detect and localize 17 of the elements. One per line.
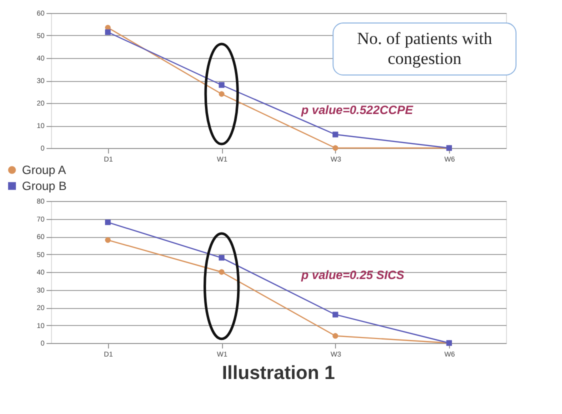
point	[332, 132, 338, 138]
annotation: p value=0.522CCPE	[300, 103, 414, 118]
point	[105, 220, 111, 226]
point	[218, 255, 224, 261]
annotation: p value=0.25 SICS	[300, 268, 404, 282]
point	[218, 91, 224, 97]
point	[105, 237, 111, 243]
text: No. of patients with congestion	[357, 29, 493, 68]
legend-label: Group A	[22, 163, 66, 177]
text: Illustration 1	[222, 363, 336, 384]
point	[332, 333, 338, 339]
point	[218, 269, 224, 275]
legend-label: Group B	[22, 179, 67, 193]
point	[105, 29, 111, 35]
point	[332, 312, 338, 318]
point	[332, 145, 338, 151]
point	[218, 82, 224, 88]
